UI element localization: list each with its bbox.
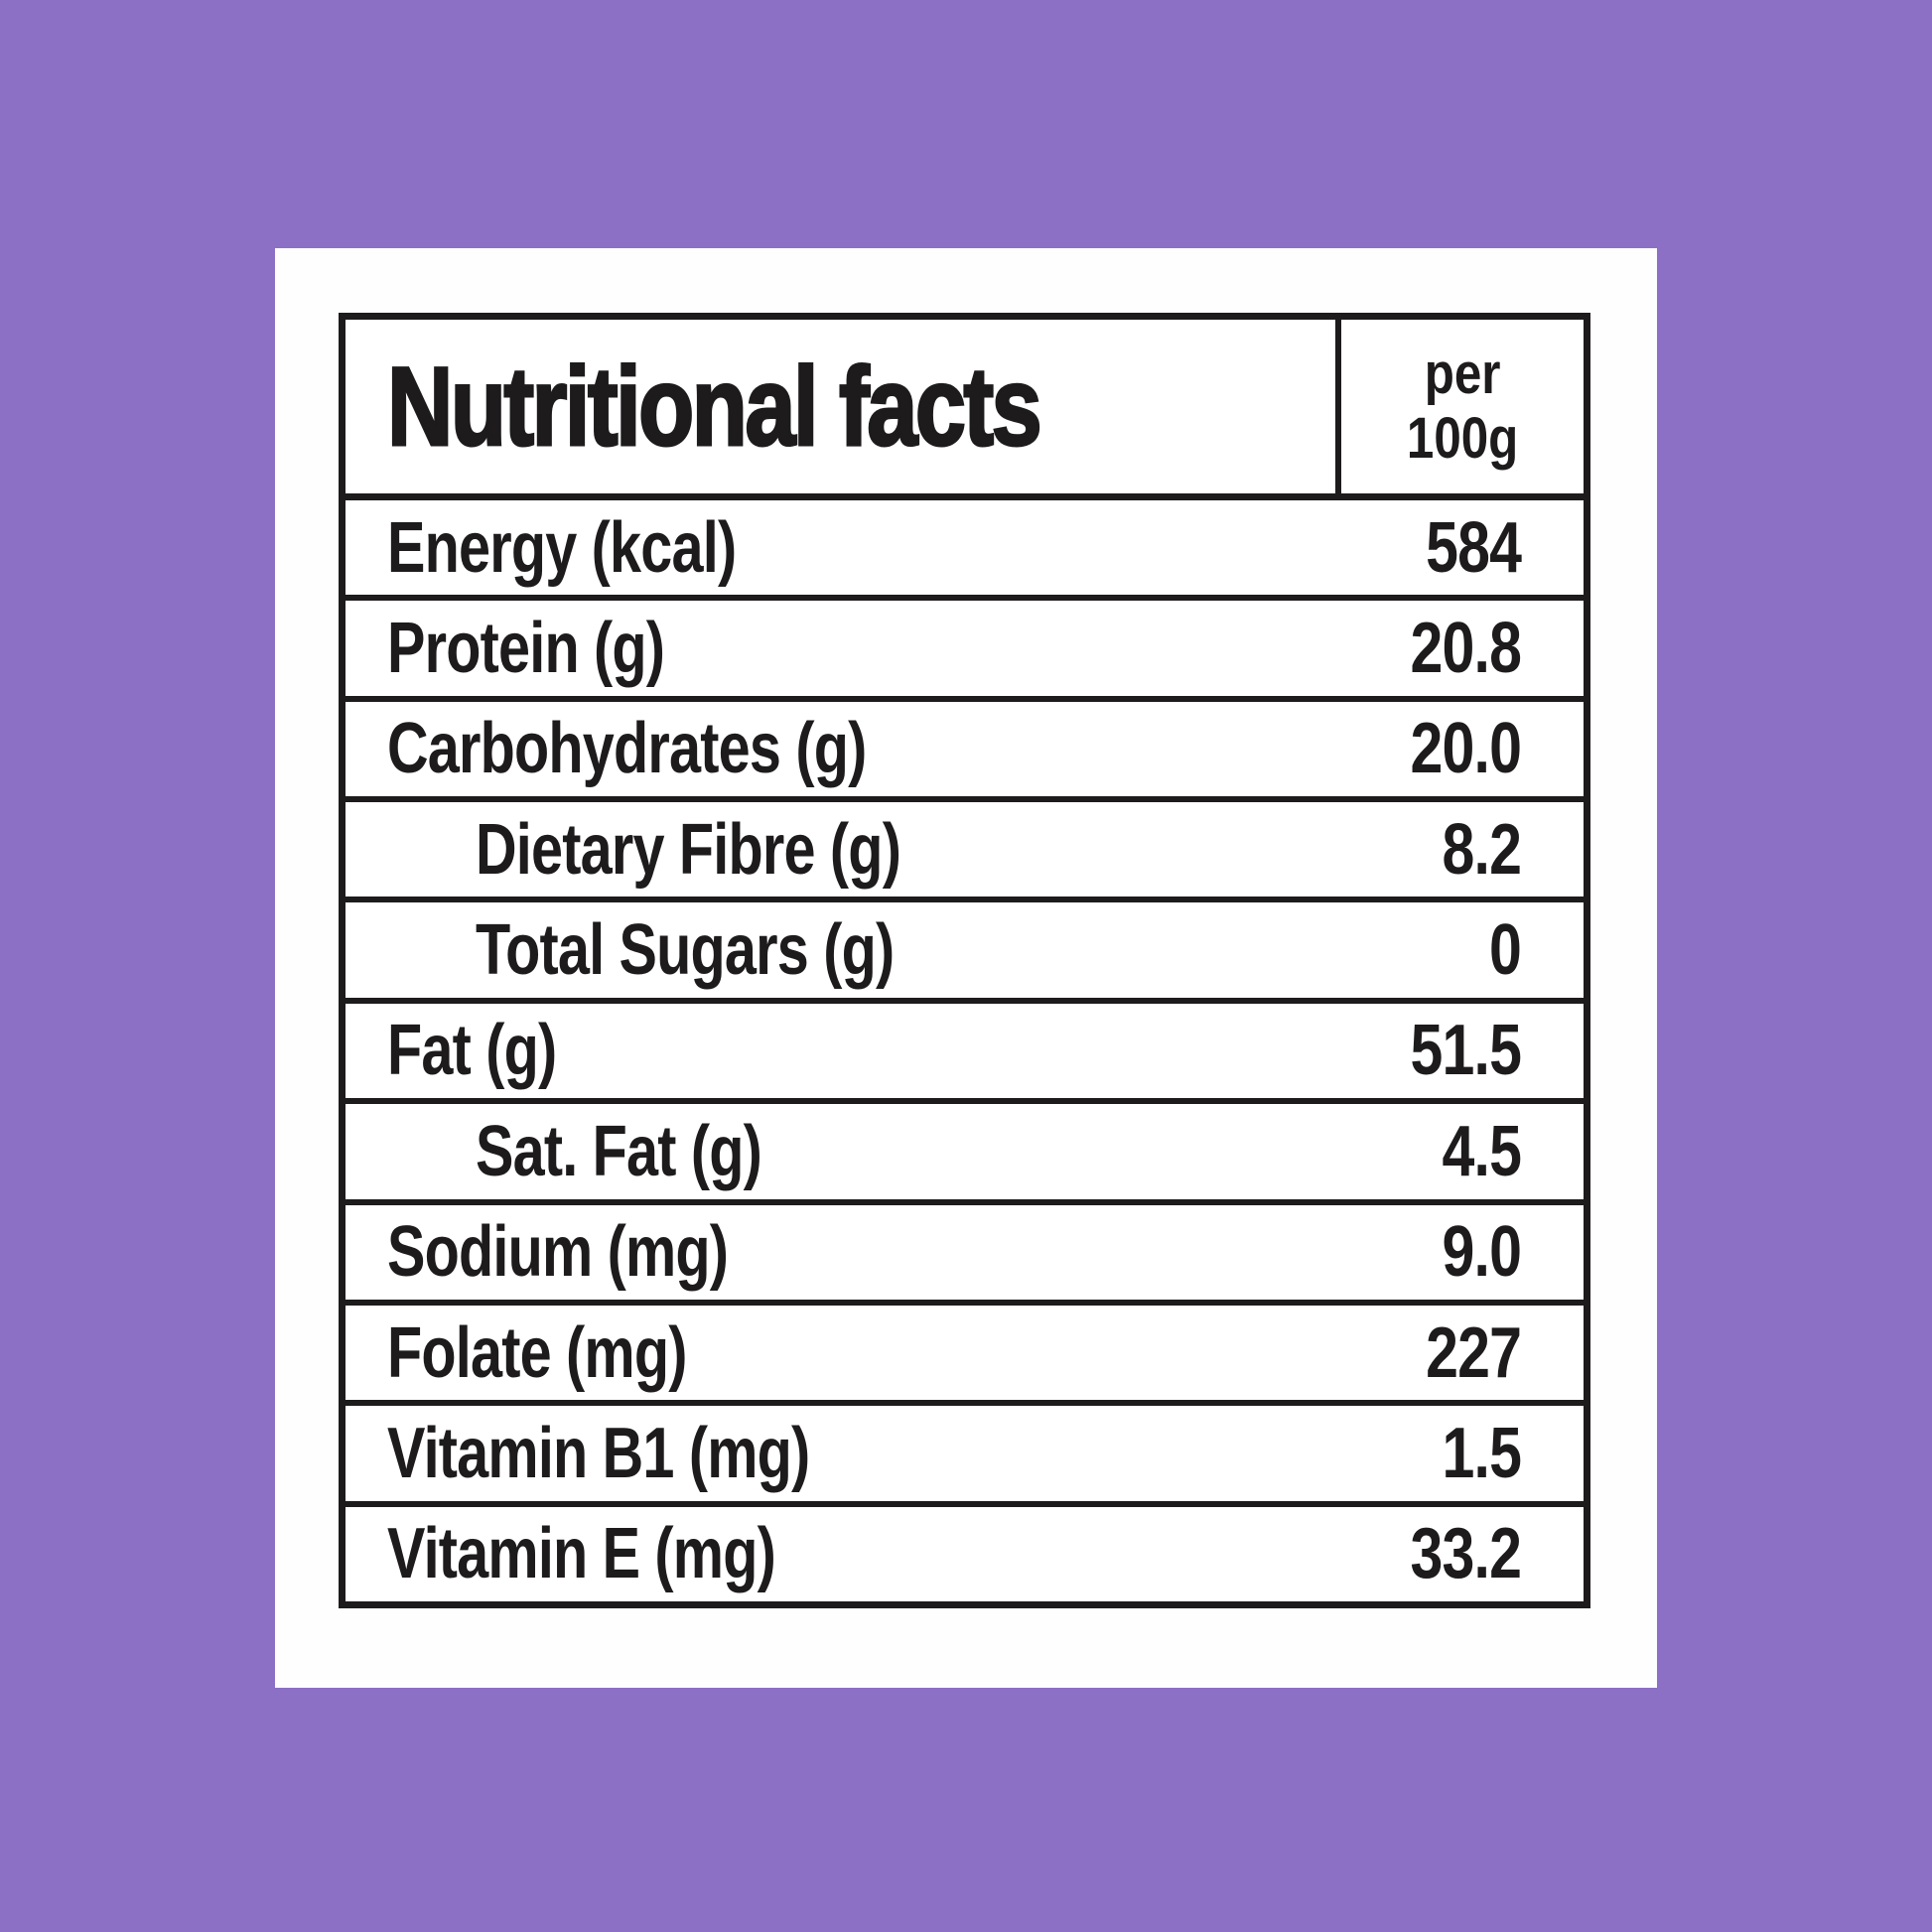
row-label: Vitamin E (mg)	[387, 1514, 776, 1594]
row-label: Dietary Fibre (g)	[476, 809, 901, 890]
row-label: Sat. Fat (g)	[476, 1111, 762, 1191]
row-value: 33.2	[1410, 1514, 1521, 1594]
row-value: 4.5	[1442, 1111, 1521, 1191]
unit-word: per	[1424, 341, 1501, 406]
row-carbohydrates: Carbohydrates (g) 20.0	[345, 702, 1584, 803]
row-sat-fat: Sat. Fat (g) 4.5	[345, 1104, 1584, 1205]
row-vitamin-e: Vitamin E (mg) 33.2	[345, 1507, 1584, 1601]
row-value: 1.5	[1442, 1413, 1521, 1493]
row-value: 9.0	[1442, 1212, 1521, 1293]
row-total-sugars: Total Sugars (g) 0	[345, 902, 1584, 1004]
page-title: Nutritional facts	[386, 344, 1043, 469]
row-label: Carbohydrates (g)	[387, 709, 867, 789]
table-header-row: Nutritional facts per 100g	[345, 320, 1584, 500]
title-cell: Nutritional facts	[345, 320, 1335, 493]
per-unit-cell: per 100g	[1335, 320, 1584, 493]
row-value: 20.8	[1410, 609, 1521, 689]
unit-amount: 100g	[1406, 405, 1519, 471]
row-value: 0	[1488, 910, 1522, 991]
row-value: 51.5	[1410, 1011, 1521, 1091]
row-sodium: Sodium (mg) 9.0	[345, 1205, 1584, 1306]
row-label: Total Sugars (g)	[476, 910, 895, 991]
row-value: 8.2	[1442, 809, 1521, 890]
row-folate: Folate (mg) 227	[345, 1306, 1584, 1407]
row-label: Protein (g)	[387, 609, 665, 689]
row-value: 20.0	[1410, 709, 1521, 789]
row-vitamin-b1: Vitamin B1 (mg) 1.5	[345, 1406, 1584, 1507]
row-protein: Protein (g) 20.8	[345, 601, 1584, 702]
row-label: Energy (kcal)	[387, 507, 737, 588]
row-label: Vitamin B1 (mg)	[387, 1413, 810, 1493]
row-dietary-fibre: Dietary Fibre (g) 8.2	[345, 802, 1584, 903]
row-label: Folate (mg)	[387, 1312, 687, 1393]
row-energy: Energy (kcal) 584	[345, 500, 1584, 602]
label-card: Nutritional facts per 100g Energy (kcal)…	[275, 248, 1657, 1688]
row-value: 584	[1425, 507, 1522, 588]
nutrition-facts-table: Nutritional facts per 100g Energy (kcal)…	[339, 313, 1590, 1608]
row-fat: Fat (g) 51.5	[345, 1004, 1584, 1105]
row-label: Fat (g)	[387, 1011, 557, 1091]
row-value: 227	[1425, 1312, 1522, 1393]
row-label: Sodium (mg)	[387, 1212, 729, 1293]
